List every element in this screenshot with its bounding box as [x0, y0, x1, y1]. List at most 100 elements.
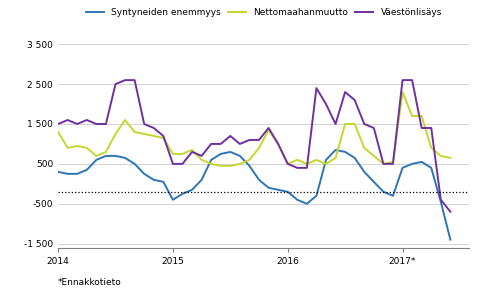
- Nettomaahanmuutto: [400, 90, 406, 94]
- Nettomaahanmuutto: [218, 164, 224, 168]
- Väestönlisäys: [419, 126, 424, 130]
- Nettomaahanmuutto: [409, 114, 415, 118]
- Väestönlisäys: [55, 122, 61, 126]
- Syntyneiden enemmyys: [141, 172, 147, 176]
- Väestönlisäys: [448, 210, 454, 214]
- Nettomaahanmuutto: [227, 164, 233, 168]
- Syntyneiden enemmyys: [400, 166, 406, 170]
- Nettomaahanmuutto: [103, 150, 109, 154]
- Syntyneiden enemmyys: [113, 154, 119, 158]
- Syntyneiden enemmyys: [189, 188, 195, 191]
- Väestönlisäys: [160, 134, 166, 138]
- Syntyneiden enemmyys: [237, 154, 243, 158]
- Nettomaahanmuutto: [237, 162, 243, 166]
- Väestönlisäys: [189, 150, 195, 154]
- Line: Väestönlisäys: Väestönlisäys: [58, 80, 451, 212]
- Syntyneiden enemmyys: [419, 160, 424, 164]
- Väestönlisäys: [256, 138, 262, 142]
- Nettomaahanmuutto: [285, 162, 290, 166]
- Nettomaahanmuutto: [208, 162, 214, 166]
- Syntyneiden enemmyys: [266, 186, 272, 190]
- Syntyneiden enemmyys: [93, 158, 99, 162]
- Väestönlisäys: [323, 102, 329, 106]
- Line: Syntyneiden enemmyys: Syntyneiden enemmyys: [58, 150, 451, 240]
- Nettomaahanmuutto: [275, 142, 281, 146]
- Syntyneiden enemmyys: [246, 164, 252, 168]
- Nettomaahanmuutto: [314, 158, 319, 162]
- Väestönlisäys: [93, 122, 99, 126]
- Syntyneiden enemmyys: [371, 180, 377, 184]
- Syntyneiden enemmyys: [160, 180, 166, 184]
- Väestönlisäys: [362, 122, 367, 126]
- Nettomaahanmuutto: [390, 160, 396, 164]
- Nettomaahanmuutto: [199, 158, 205, 162]
- Syntyneiden enemmyys: [132, 162, 137, 166]
- Syntyneiden enemmyys: [428, 166, 434, 170]
- Nettomaahanmuutto: [189, 148, 195, 152]
- Text: *Ennakkotieto: *Ennakkotieto: [58, 278, 122, 287]
- Syntyneiden enemmyys: [103, 154, 109, 158]
- Syntyneiden enemmyys: [75, 172, 80, 176]
- Nettomaahanmuutto: [55, 130, 61, 134]
- Syntyneiden enemmyys: [342, 150, 348, 154]
- Väestönlisäys: [390, 162, 396, 166]
- Nettomaahanmuutto: [333, 156, 338, 160]
- Syntyneiden enemmyys: [409, 162, 415, 166]
- Väestönlisäys: [180, 162, 185, 166]
- Syntyneiden enemmyys: [151, 178, 157, 182]
- Väestönlisäys: [227, 134, 233, 138]
- Syntyneiden enemmyys: [65, 172, 71, 176]
- Nettomaahanmuutto: [151, 134, 157, 138]
- Väestönlisäys: [132, 78, 137, 82]
- Väestönlisäys: [141, 122, 147, 126]
- Nettomaahanmuutto: [75, 144, 80, 148]
- Syntyneiden enemmyys: [285, 190, 290, 194]
- Nettomaahanmuutto: [352, 122, 358, 126]
- Syntyneiden enemmyys: [180, 192, 185, 196]
- Syntyneiden enemmyys: [84, 168, 90, 172]
- Syntyneiden enemmyys: [352, 156, 358, 160]
- Väestönlisäys: [428, 126, 434, 130]
- Nettomaahanmuutto: [132, 130, 137, 134]
- Nettomaahanmuutto: [380, 162, 386, 166]
- Nettomaahanmuutto: [304, 162, 310, 166]
- Syntyneiden enemmyys: [294, 198, 300, 202]
- Nettomaahanmuutto: [113, 132, 119, 136]
- Line: Nettomaahanmuutto: Nettomaahanmuutto: [58, 92, 451, 166]
- Syntyneiden enemmyys: [55, 170, 61, 174]
- Väestönlisäys: [199, 154, 205, 158]
- Nettomaahanmuutto: [428, 146, 434, 150]
- Väestönlisäys: [208, 142, 214, 146]
- Syntyneiden enemmyys: [362, 170, 367, 174]
- Väestönlisäys: [342, 90, 348, 94]
- Nettomaahanmuutto: [65, 146, 71, 150]
- Väestönlisäys: [400, 78, 406, 82]
- Nettomaahanmuutto: [141, 132, 147, 136]
- Nettomaahanmuutto: [122, 118, 128, 122]
- Syntyneiden enemmyys: [208, 158, 214, 162]
- Väestönlisäys: [352, 98, 358, 102]
- Nettomaahanmuutto: [160, 136, 166, 140]
- Nettomaahanmuutto: [84, 146, 90, 150]
- Nettomaahanmuutto: [371, 154, 377, 158]
- Väestönlisäys: [113, 82, 119, 86]
- Väestönlisäys: [304, 166, 310, 170]
- Nettomaahanmuutto: [323, 162, 329, 166]
- Nettomaahanmuutto: [342, 122, 348, 126]
- Väestönlisäys: [380, 162, 386, 166]
- Nettomaahanmuutto: [294, 158, 300, 162]
- Syntyneiden enemmyys: [170, 198, 176, 202]
- Väestönlisäys: [65, 118, 71, 122]
- Väestönlisäys: [151, 126, 157, 130]
- Syntyneiden enemmyys: [256, 178, 262, 182]
- Nettomaahanmuutto: [246, 158, 252, 162]
- Nettomaahanmuutto: [170, 152, 176, 156]
- Väestönlisäys: [275, 142, 281, 146]
- Väestönlisäys: [218, 142, 224, 146]
- Syntyneiden enemmyys: [333, 148, 338, 152]
- Väestönlisäys: [314, 86, 319, 90]
- Syntyneiden enemmyys: [380, 190, 386, 194]
- Väestönlisäys: [371, 126, 377, 130]
- Nettomaahanmuutto: [448, 156, 454, 160]
- Syntyneiden enemmyys: [227, 150, 233, 154]
